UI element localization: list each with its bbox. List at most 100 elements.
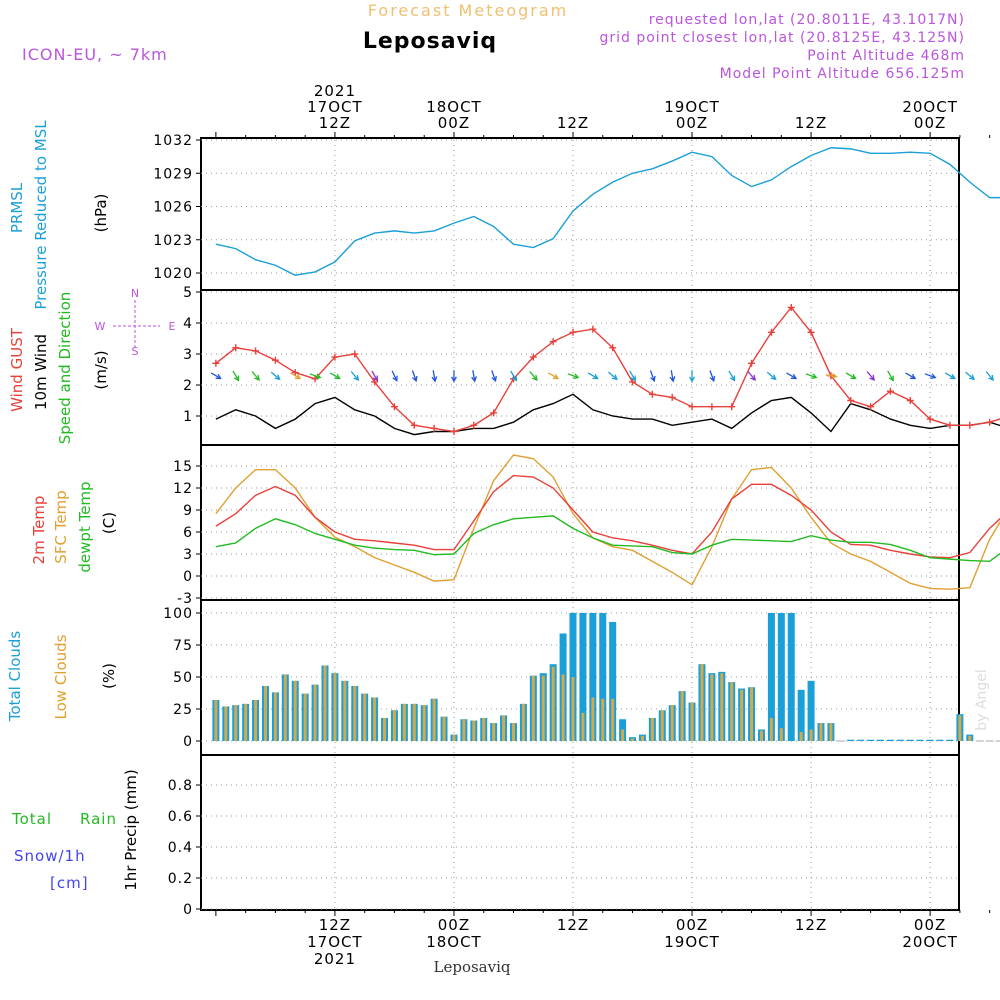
wind-arrow-head xyxy=(233,375,240,382)
label-precip-3: [cm] xyxy=(50,874,89,892)
label-wind-gust: Wind GUST xyxy=(8,327,26,412)
time-label-top: 2021 xyxy=(314,82,356,100)
y-tick-label: 25 xyxy=(173,702,193,718)
wind-arrow-head xyxy=(790,373,798,380)
low-cloud-bar xyxy=(809,729,813,741)
gust-marker xyxy=(668,393,676,401)
wind-arrow xyxy=(825,374,837,378)
wind-arrow xyxy=(329,372,341,380)
wind-arrow-head xyxy=(353,374,360,381)
total-cloud-bar xyxy=(847,739,855,741)
low-cloud-bar xyxy=(591,697,595,741)
wind-arrow-head xyxy=(471,376,477,383)
gust-marker xyxy=(708,403,716,411)
wind-arrow-head xyxy=(274,374,281,381)
label-ms: (m/s) xyxy=(92,350,110,389)
low-cloud-bar xyxy=(740,689,744,741)
total-cloud-bar xyxy=(857,739,865,741)
gust-marker xyxy=(549,338,557,346)
y-tick-label: 12 xyxy=(173,481,193,497)
y-tick-label: 15 xyxy=(173,459,193,475)
wind-arrow xyxy=(290,372,301,380)
total-cloud-bar xyxy=(599,613,607,741)
label-precip-1: Rain xyxy=(80,810,117,828)
wind-arrow xyxy=(728,370,736,381)
gust-marker xyxy=(986,418,994,426)
wind-arrow-head xyxy=(689,376,696,383)
gust-marker xyxy=(728,403,736,411)
time-label-bottom: 19OCT xyxy=(664,933,720,951)
gust-marker xyxy=(450,428,458,435)
low-cloud-bar xyxy=(442,716,446,741)
total-cloud-bar xyxy=(877,739,885,741)
wind-arrow xyxy=(232,370,240,381)
label-prmsl: PRMSL xyxy=(8,182,26,233)
wind-arrow-head xyxy=(491,375,497,383)
wind-arrow-head xyxy=(392,375,398,382)
credit-watermark: by Angel xyxy=(974,669,990,730)
low-cloud-bar xyxy=(958,715,962,741)
low-cloud-bar xyxy=(650,717,654,741)
wind-arrow xyxy=(608,371,618,380)
y-tick-label: 1 xyxy=(183,409,193,425)
wind-arrow xyxy=(529,371,538,381)
low-cloud-bar xyxy=(293,680,297,741)
low-cloud-bar xyxy=(779,728,783,741)
y-tick-label: 3 xyxy=(183,347,193,363)
model-altitude: Model Point Altitude 656.125m xyxy=(720,66,965,82)
low-cloud-bar xyxy=(769,717,773,741)
wind-arrow xyxy=(866,371,875,381)
wind-arrow xyxy=(786,372,797,380)
panel-frame-wind xyxy=(200,289,960,446)
gust-marker xyxy=(311,375,319,383)
y-tick-label: 6 xyxy=(183,525,193,541)
time-label-top: 00Z xyxy=(676,114,708,132)
bottom-location: Leposaviq xyxy=(434,958,511,976)
wind-arrow xyxy=(510,370,517,381)
y-tick-label: 0 xyxy=(183,734,193,750)
low-cloud-bar xyxy=(531,675,535,741)
wind-arrow-head xyxy=(831,373,838,379)
series-layer xyxy=(210,147,1000,742)
label-speed-direction: Speed and Direction xyxy=(56,292,74,445)
dewpt-line xyxy=(215,515,1000,563)
wind-arrow-head xyxy=(811,373,818,379)
low-cloud-bar xyxy=(700,664,704,741)
low-cloud-bar xyxy=(611,698,615,741)
low-cloud-bar xyxy=(521,703,525,741)
wind-arrow-head xyxy=(315,373,322,379)
total-cloud-bar xyxy=(797,689,805,741)
wind10m-line xyxy=(215,393,1000,436)
low-cloud-bar xyxy=(254,700,258,741)
time-label-top: 00Z xyxy=(914,114,946,132)
low-cloud-bar xyxy=(511,723,515,741)
y-tick-label: 1026 xyxy=(153,200,193,216)
sfc-temp-line xyxy=(215,454,1000,590)
gust-marker xyxy=(767,328,775,336)
time-label-bottom: 18OCT xyxy=(426,933,482,951)
low-cloud-bar xyxy=(680,691,684,741)
low-cloud-bar xyxy=(343,680,347,741)
y-tick-label: 1029 xyxy=(153,166,193,182)
label-c: (C) xyxy=(100,512,118,534)
y-tick-label: 3 xyxy=(183,547,193,563)
low-cloud-bar xyxy=(690,702,694,741)
chart-title: Forecast Meteogram xyxy=(368,1,568,20)
label-precip-0: Total xyxy=(11,810,52,828)
wind-arrow-head xyxy=(630,375,636,382)
low-cloud-bar xyxy=(313,684,317,741)
low-cloud-bar xyxy=(581,712,585,741)
wind-arrow xyxy=(845,372,856,380)
wind-arrow xyxy=(567,373,579,379)
gust-marker xyxy=(490,409,498,417)
time-label-bottom: 00Z xyxy=(914,916,946,934)
gust-marker xyxy=(807,328,815,336)
wind-arrow xyxy=(905,372,916,380)
wind-arrow xyxy=(887,370,894,381)
wind-arrow-head xyxy=(988,374,995,381)
gust-marker xyxy=(946,421,954,429)
y-tick-label: 9 xyxy=(183,503,193,519)
y-tick-label: 50 xyxy=(173,670,193,686)
wind-arrow xyxy=(491,370,497,382)
